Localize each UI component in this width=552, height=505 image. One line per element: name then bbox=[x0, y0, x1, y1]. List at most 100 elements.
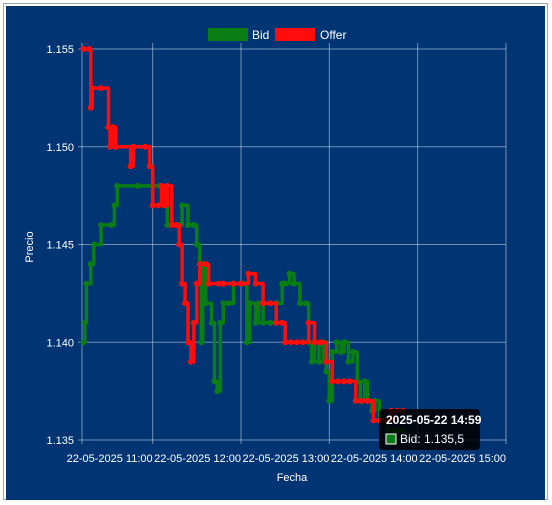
bid-point[interactable] bbox=[291, 280, 297, 287]
offer-point[interactable] bbox=[89, 85, 96, 92]
bid-point[interactable] bbox=[90, 241, 97, 248]
bid-point[interactable] bbox=[260, 319, 267, 326]
bid-point[interactable] bbox=[83, 280, 90, 287]
bid-point[interactable] bbox=[345, 358, 352, 365]
bid-point[interactable] bbox=[267, 319, 274, 326]
bid-point[interactable] bbox=[81, 319, 88, 326]
offer-point[interactable] bbox=[288, 339, 295, 346]
offer-point[interactable] bbox=[238, 280, 244, 287]
offer-point[interactable] bbox=[80, 46, 87, 52]
bid-point[interactable] bbox=[296, 300, 303, 307]
bid-point[interactable] bbox=[193, 241, 200, 248]
offer-point[interactable] bbox=[346, 378, 353, 385]
offer-point[interactable] bbox=[185, 339, 191, 346]
offer-point[interactable] bbox=[168, 222, 175, 228]
offer-point[interactable] bbox=[245, 270, 252, 277]
offer-point[interactable] bbox=[87, 104, 94, 111]
bid-point[interactable] bbox=[108, 222, 115, 228]
bid-point[interactable] bbox=[98, 222, 105, 228]
offer-point[interactable] bbox=[358, 397, 365, 404]
offer-point[interactable] bbox=[155, 202, 162, 209]
offer-point[interactable] bbox=[146, 163, 153, 170]
bid-point[interactable] bbox=[326, 397, 333, 404]
offer-point[interactable] bbox=[352, 397, 359, 404]
bid-point[interactable] bbox=[243, 339, 250, 346]
offer-point[interactable] bbox=[86, 46, 93, 52]
bid-point[interactable] bbox=[179, 202, 186, 209]
bid-point[interactable] bbox=[211, 378, 218, 385]
offer-point[interactable] bbox=[196, 261, 203, 268]
bid-point[interactable] bbox=[134, 182, 141, 189]
offer-point[interactable] bbox=[176, 241, 183, 248]
offer-point[interactable] bbox=[182, 300, 189, 307]
bid-point[interactable] bbox=[282, 280, 289, 287]
offer-point[interactable] bbox=[282, 339, 289, 346]
bid-point[interactable] bbox=[255, 300, 262, 307]
offer-point[interactable] bbox=[341, 378, 348, 385]
offer-point[interactable] bbox=[107, 143, 113, 150]
offer-point[interactable] bbox=[215, 280, 222, 287]
bid-point[interactable] bbox=[214, 388, 221, 395]
bid-point[interactable] bbox=[323, 368, 330, 375]
offer-point[interactable] bbox=[260, 300, 267, 307]
offer-point[interactable] bbox=[149, 202, 156, 209]
offer-point[interactable] bbox=[190, 319, 197, 326]
bid-point[interactable] bbox=[349, 349, 356, 355]
offer-point[interactable] bbox=[267, 300, 274, 307]
bid-point[interactable] bbox=[220, 300, 227, 307]
offer-point[interactable] bbox=[293, 339, 300, 346]
offer-point[interactable] bbox=[317, 339, 324, 346]
bid-point[interactable] bbox=[308, 358, 315, 365]
offer-point[interactable] bbox=[187, 358, 194, 365]
offer-point[interactable] bbox=[370, 417, 377, 424]
bid-point[interactable] bbox=[286, 270, 293, 277]
offer-point[interactable] bbox=[112, 143, 119, 150]
offer-point[interactable] bbox=[193, 280, 200, 287]
offer-point[interactable] bbox=[323, 358, 330, 365]
offer-point[interactable] bbox=[364, 397, 371, 404]
bid-point[interactable] bbox=[338, 349, 345, 355]
offer-point[interactable] bbox=[279, 319, 286, 326]
bid-point[interactable] bbox=[226, 300, 233, 307]
bid-point[interactable] bbox=[111, 202, 118, 209]
bid-point[interactable] bbox=[316, 358, 322, 365]
offer-point[interactable] bbox=[205, 280, 212, 287]
offer-point[interactable] bbox=[220, 280, 227, 287]
offer-point[interactable] bbox=[127, 163, 134, 170]
bid-point[interactable] bbox=[341, 339, 348, 346]
bid-point[interactable] bbox=[208, 319, 215, 326]
bid-point[interactable] bbox=[302, 300, 309, 307]
legend-item-offer[interactable]: Offer bbox=[275, 28, 346, 42]
offer-point[interactable] bbox=[305, 319, 312, 326]
offer-point[interactable] bbox=[98, 85, 105, 92]
offer-point[interactable] bbox=[130, 143, 137, 150]
bid-point[interactable] bbox=[361, 378, 368, 385]
legend-item-bid[interactable]: Bid bbox=[208, 28, 269, 42]
bid-point[interactable] bbox=[87, 261, 94, 268]
bid-point[interactable] bbox=[333, 339, 340, 346]
offer-point[interactable] bbox=[179, 280, 186, 287]
offer-point[interactable] bbox=[299, 339, 306, 346]
bid-point[interactable] bbox=[185, 222, 191, 228]
offer-point[interactable] bbox=[335, 378, 342, 385]
bid-point[interactable] bbox=[202, 300, 209, 307]
offer-point[interactable] bbox=[109, 124, 116, 131]
bid-point[interactable] bbox=[252, 319, 259, 326]
bid-point[interactable] bbox=[246, 300, 253, 307]
offer-point[interactable] bbox=[164, 182, 171, 189]
offer-point[interactable] bbox=[161, 202, 168, 209]
offer-point[interactable] bbox=[173, 222, 180, 228]
offer-point[interactable] bbox=[329, 378, 336, 385]
bid-point[interactable] bbox=[190, 222, 197, 228]
offer-point[interactable] bbox=[230, 280, 237, 287]
offer-point[interactable] bbox=[202, 261, 209, 268]
offer-point[interactable] bbox=[142, 143, 149, 150]
bid-point[interactable] bbox=[80, 339, 87, 346]
bid-point[interactable] bbox=[329, 349, 336, 355]
offer-point[interactable] bbox=[273, 319, 280, 326]
bid-point[interactable] bbox=[114, 182, 121, 189]
offer-point[interactable] bbox=[158, 182, 165, 189]
offer-point[interactable] bbox=[311, 339, 318, 346]
bid-point[interactable] bbox=[164, 222, 171, 228]
bid-point[interactable] bbox=[217, 319, 224, 326]
